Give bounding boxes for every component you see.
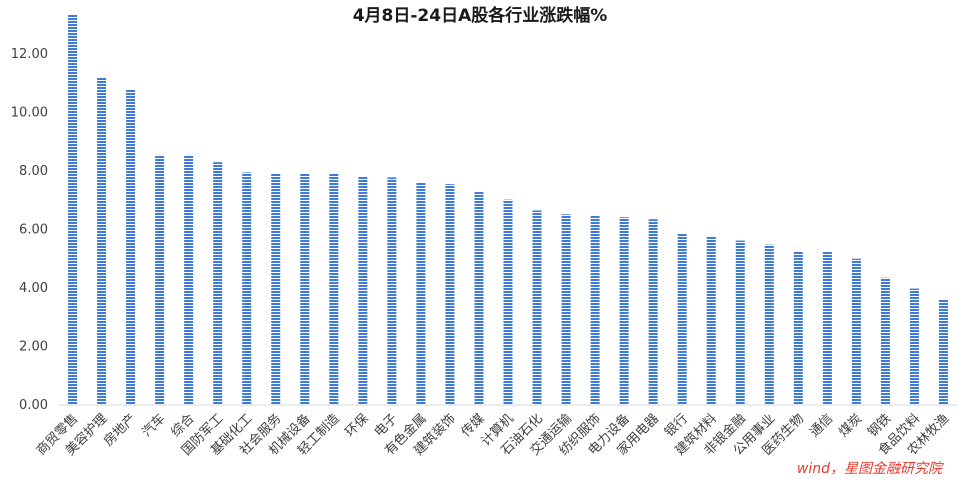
bar [242,172,252,405]
bar [503,199,513,405]
x-tick-label: 通信 [807,411,836,440]
bar [329,173,339,405]
chart-title: 4月8日-24日A股各行业涨跌幅% [353,5,608,26]
bar [416,182,426,405]
bar [677,232,687,405]
bar [590,215,600,405]
bar [706,236,716,405]
bar [445,184,455,405]
bar [938,299,948,405]
y-tick-label: 10.00 [11,105,48,120]
bar [68,14,78,406]
bar [184,154,194,405]
bar [474,192,484,405]
bar [532,210,542,405]
y-tick-label: 12.00 [11,47,48,62]
bar [793,251,803,405]
bar [387,177,397,405]
bar [213,162,223,405]
y-tick-label: 8.00 [19,164,48,179]
bar [126,89,136,406]
bar [300,173,310,405]
bar [97,77,107,405]
bar [271,173,281,405]
y-tick-label: 4.00 [19,281,48,296]
y-tick-label: 2.00 [19,339,48,354]
bar [619,217,629,405]
bar [561,214,571,405]
source-watermark: wind，星图金融研究院 [797,461,944,477]
bar [851,258,861,405]
bar [648,219,658,405]
bar [735,240,745,405]
bar [909,288,919,405]
x-tick-label: 煤炭 [836,411,865,440]
bar-series [68,14,948,406]
x-tick-label: 环保 [343,411,372,440]
x-tick-label: 房地产 [101,411,140,450]
bar [358,176,368,405]
bar [764,244,774,405]
y-axis: 0.00 2.00 4.00 6.00 8.00 10.00 12.00 [11,47,48,413]
bar [155,154,165,405]
y-tick-label: 0.00 [19,398,48,413]
bar [880,277,890,405]
bar [822,251,832,405]
y-tick-label: 6.00 [19,222,48,237]
x-tick-label: 汽车 [139,411,169,441]
